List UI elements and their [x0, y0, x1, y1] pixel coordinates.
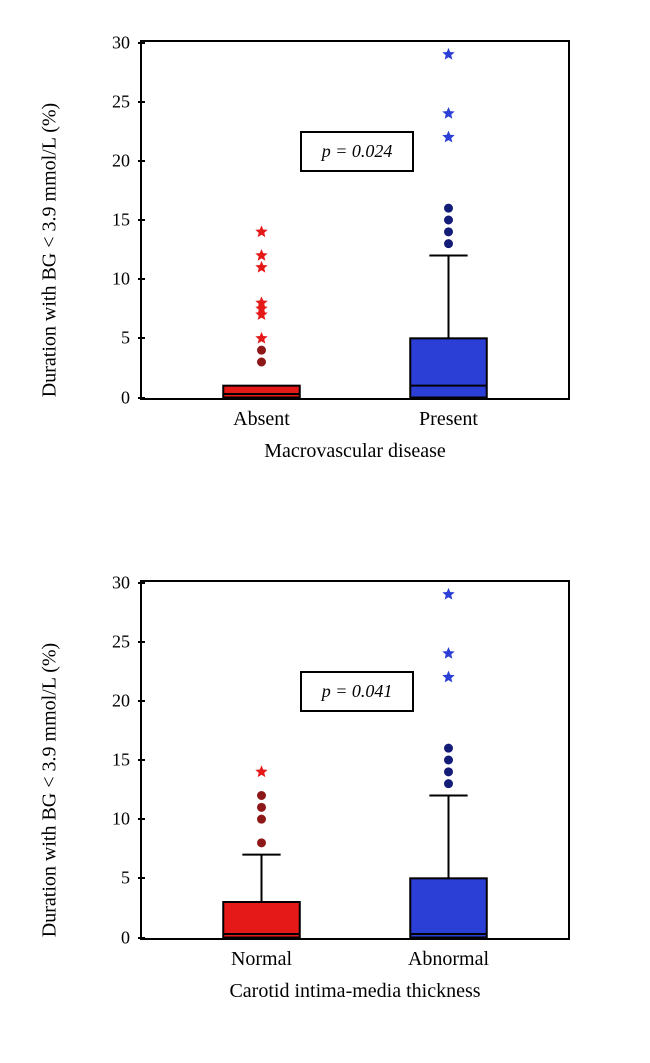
x-axis-label: Macrovascular disease	[140, 440, 570, 463]
y-axis-label: Duration with BG < 3.9 mmol/L (%)	[39, 643, 62, 937]
y-tick-mark	[138, 937, 145, 939]
y-tick-label: 15	[95, 750, 130, 771]
outlier-circle	[257, 815, 265, 823]
p-value-text: p = 0.024	[322, 141, 393, 161]
y-tick-mark	[138, 160, 145, 162]
y-tick-mark	[138, 42, 145, 44]
y-tick-mark	[138, 700, 145, 702]
y-tick-label: 25	[95, 631, 130, 652]
y-tick-mark	[138, 397, 145, 399]
outlier-circle	[444, 239, 452, 247]
outlier-circle	[257, 791, 265, 799]
y-tick-mark	[138, 219, 145, 221]
outlier-star	[255, 225, 267, 237]
y-tick-label: 10	[95, 809, 130, 830]
outlier-star	[442, 130, 454, 142]
y-tick-mark	[138, 641, 145, 643]
outlier-star	[442, 107, 454, 119]
box-rect	[410, 338, 487, 397]
outlier-circle	[444, 756, 452, 764]
plot-area	[140, 40, 570, 400]
figure: Duration with BG < 3.9 mmol/L (%) 0 5 10 15 2…	[0, 0, 650, 1063]
chart-panel-1: Duration with BG < 3.9 mmol/L (%)0510152…	[60, 550, 620, 1030]
y-tick-label: 0	[95, 927, 130, 948]
outlier-circle	[444, 779, 452, 787]
box-rect	[223, 385, 300, 397]
boxplot-1	[410, 587, 487, 937]
outlier-circle	[444, 204, 452, 212]
outlier-star	[255, 331, 267, 343]
y-tick-label: 30	[95, 572, 130, 593]
y-tick-mark	[138, 877, 145, 879]
boxplot-0	[223, 765, 300, 937]
y-tick-label: 10	[95, 269, 130, 290]
y-tick-mark	[138, 818, 145, 820]
boxplot-0	[223, 225, 300, 397]
outlier-circle	[444, 227, 452, 235]
p-value-box: p = 0.024	[300, 131, 415, 172]
p-value-text: p = 0.041	[322, 681, 393, 701]
outlier-circle	[444, 216, 452, 224]
outlier-circle	[257, 346, 265, 354]
x-tick-label: Present	[419, 408, 478, 431]
outlier-circle	[444, 744, 452, 752]
box-rect	[410, 878, 487, 937]
y-tick-mark	[138, 337, 145, 339]
outlier-circle	[257, 803, 265, 811]
y-tick-label: 15	[95, 210, 130, 231]
y-tick-label: 5	[95, 328, 130, 349]
outlier-star	[442, 47, 454, 59]
x-tick-label: Normal	[231, 948, 292, 971]
chart-panel-0: Duration with BG < 3.9 mmol/L (%)0510152…	[60, 10, 620, 490]
y-tick-label: 5	[95, 868, 130, 889]
y-tick-mark	[138, 101, 145, 103]
y-tick-label: 20	[95, 690, 130, 711]
outlier-star	[442, 647, 454, 659]
outlier-star	[255, 765, 267, 777]
plot-svg	[140, 40, 570, 400]
y-tick-mark	[138, 759, 145, 761]
outlier-circle	[257, 358, 265, 366]
y-tick-mark	[138, 582, 145, 584]
y-tick-label: 20	[95, 150, 130, 171]
outlier-star	[442, 670, 454, 682]
x-axis-label: Carotid intima-media thickness	[140, 980, 570, 1003]
y-axis-label: Duration with BG < 3.9 mmol/L (%)	[39, 103, 62, 397]
y-tick-label: 30	[95, 32, 130, 53]
boxplot-1	[410, 47, 487, 397]
p-value-box: p = 0.041	[300, 671, 415, 712]
y-tick-mark	[138, 278, 145, 280]
box-rect	[223, 902, 300, 938]
y-tick-label: 25	[95, 91, 130, 112]
panel-gap	[0, 490, 650, 550]
outlier-star	[255, 260, 267, 272]
outlier-star	[442, 587, 454, 599]
outlier-circle	[444, 767, 452, 775]
y-tick-label: 0	[95, 387, 130, 408]
x-tick-label: Abnormal	[408, 948, 489, 971]
outlier-star	[255, 249, 267, 261]
x-tick-label: Absent	[233, 408, 290, 431]
plot-svg	[140, 580, 570, 940]
outlier-circle	[257, 838, 265, 846]
plot-area	[140, 580, 570, 940]
